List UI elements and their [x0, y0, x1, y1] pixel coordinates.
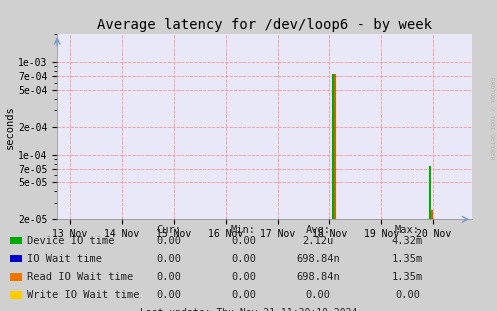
Y-axis label: seconds: seconds	[5, 105, 15, 149]
Text: 0.00: 0.00	[157, 272, 181, 282]
Text: IO Wait time: IO Wait time	[27, 254, 102, 264]
Text: 0.00: 0.00	[395, 290, 420, 300]
Text: 0.00: 0.00	[231, 236, 256, 246]
Text: 0.00: 0.00	[157, 290, 181, 300]
Text: Write IO Wait time: Write IO Wait time	[27, 290, 140, 300]
Text: 1.35m: 1.35m	[392, 254, 423, 264]
Text: Device IO time: Device IO time	[27, 236, 115, 246]
Text: 0.00: 0.00	[157, 236, 181, 246]
Text: Min:: Min:	[231, 225, 256, 235]
Text: Avg:: Avg:	[306, 225, 331, 235]
Text: 4.32m: 4.32m	[392, 236, 423, 246]
Text: 698.84n: 698.84n	[296, 254, 340, 264]
Text: 0.00: 0.00	[306, 290, 331, 300]
Text: 0.00: 0.00	[231, 254, 256, 264]
Text: 698.84n: 698.84n	[296, 272, 340, 282]
Text: Last update: Thu Nov 21 11:30:10 2024: Last update: Thu Nov 21 11:30:10 2024	[140, 308, 357, 311]
Text: RRDTOOL / TOBI OETIKER: RRDTOOL / TOBI OETIKER	[490, 77, 495, 160]
Text: 0.00: 0.00	[231, 290, 256, 300]
Text: 0.00: 0.00	[157, 254, 181, 264]
Text: 2.12u: 2.12u	[303, 236, 333, 246]
Text: Read IO Wait time: Read IO Wait time	[27, 272, 134, 282]
Text: 0.00: 0.00	[231, 272, 256, 282]
Text: Max:: Max:	[395, 225, 420, 235]
Text: 1.35m: 1.35m	[392, 272, 423, 282]
Title: Average latency for /dev/loop6 - by week: Average latency for /dev/loop6 - by week	[97, 18, 432, 32]
Text: Cur:: Cur:	[157, 225, 181, 235]
